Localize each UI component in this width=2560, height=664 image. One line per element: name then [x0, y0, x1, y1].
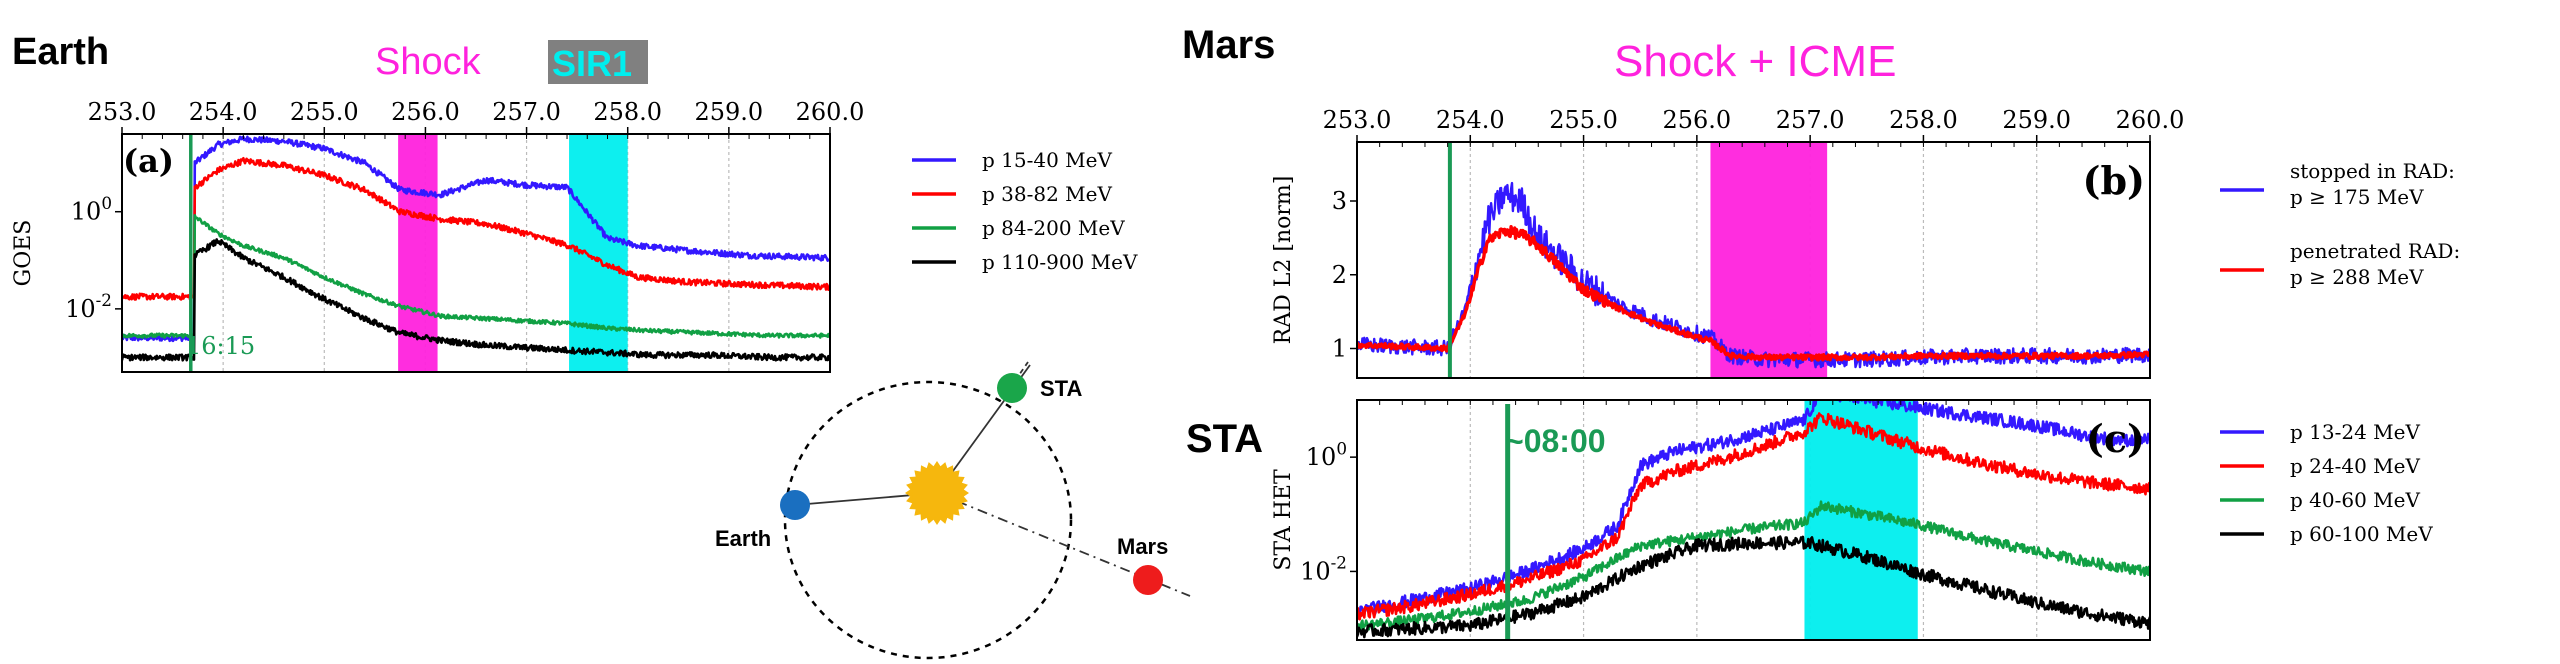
earth-title: Earth: [12, 31, 109, 73]
xtick-label-b-4: 257.0: [1776, 106, 1845, 134]
orbit-earth-label: Earth: [715, 526, 771, 551]
panel-label-b: (b): [2082, 158, 2145, 203]
annotation-c: ~08:00: [1505, 423, 1606, 459]
mars-title: Mars: [1182, 23, 1275, 67]
legend-label-b-1: penetrated RAD:: [2290, 239, 2460, 263]
xtick-label-b-6: 259.0: [2002, 106, 2071, 134]
orbit-ellipse: [783, 380, 1073, 660]
series-a-1: [122, 157, 830, 301]
sun-icon: [905, 461, 969, 525]
xtick-label-a-0: 253.0: [88, 98, 157, 126]
legend-c: p 13-24 MeV p 24-40 MeV p 40-60 MeV p 60-10…: [2220, 420, 2433, 546]
series-a-3: [122, 238, 830, 362]
frame-b: [1356, 141, 2151, 379]
series-a-2: [122, 214, 830, 339]
series-c-0: [1357, 400, 2150, 617]
xtick-label-b-7: 260.0: [2116, 106, 2185, 134]
legend-label-c-2: p 40-60 MeV: [2290, 488, 2420, 512]
xtick-label-a-7: 260.0: [796, 98, 865, 126]
orbit-sta-label: STA: [1040, 376, 1082, 401]
series-a-0: [122, 135, 830, 343]
series-group-b: [1357, 181, 2150, 369]
ylabel-a: GOES: [11, 220, 36, 287]
sun-core: [912, 468, 962, 518]
legend-label-c-1: p 24-40 MeV: [2290, 454, 2420, 478]
xtick-label-b-0: 253.0: [1323, 106, 1392, 134]
legend-label-b-0: stopped in RAD:: [2290, 159, 2455, 183]
series-c-2: [1357, 500, 2150, 632]
panel-label-c: (c): [2086, 416, 2145, 461]
mars-dot: [1133, 565, 1163, 595]
ylabel-c: STA HET: [1271, 469, 1296, 571]
ytick-label-a-1: 10-2: [65, 290, 112, 323]
panel-label-a: (a): [123, 142, 174, 180]
frame-c: [1356, 399, 2151, 641]
xtick-label-a-3: 256.0: [391, 98, 460, 126]
series-group-c: [1357, 400, 2150, 639]
legend-label2-b-1: p ≥ 288 MeV: [2290, 265, 2424, 289]
shock-label: Shock: [375, 41, 482, 83]
series-c-1: [1357, 412, 2150, 621]
legend-label-a-2: p 84-200 MeV: [982, 216, 1125, 240]
xtick-label-a-4: 257.0: [492, 98, 561, 126]
xtick-label-a-5: 258.0: [593, 98, 662, 126]
xtick-label-a-6: 259.0: [694, 98, 763, 126]
xtick-label-b-3: 256.0: [1662, 106, 1731, 134]
legend-label-a-0: p 15-40 MeV: [982, 148, 1112, 172]
legend-b: stopped in RAD:p ≥ 175 MeV penetrated RAD…: [2220, 159, 2460, 289]
ytick-label-b-0: 1: [1332, 335, 1347, 363]
band-b-0: [1710, 142, 1828, 378]
legend-a: p 15-40 MeV p 38-82 MeV p 84-200 MeV p 110-…: [912, 148, 1138, 274]
legend-label2-b-0: p ≥ 175 MeV: [2290, 185, 2424, 209]
ylabel-b: RAD L2 [norm]: [1271, 176, 1296, 345]
sta-dot: [997, 373, 1027, 403]
legend-label-a-1: p 38-82 MeV: [982, 182, 1112, 206]
ytick-label-b-1: 2: [1332, 261, 1347, 289]
series-c-3: [1357, 535, 2150, 639]
orbit-mars-label: Mars: [1117, 534, 1168, 559]
orbit-diagram: Earth STA Mars: [715, 361, 1191, 660]
earth-dot: [780, 490, 810, 520]
shock-icme-label: Shock + ICME: [1614, 37, 1896, 86]
ytick-label-b-2: 3: [1332, 187, 1347, 215]
panel-b: 253.0 254.0 255.0 256.0 257.0 258.0 259.0 260.0…: [1271, 106, 2460, 379]
ytick-label-c-1: 10-2: [1300, 553, 1347, 586]
legend-label-a-3: p 110-900 MeV: [982, 250, 1138, 274]
ytick-label-a-0: 100: [71, 193, 112, 226]
xtick-label-b-5: 258.0: [1889, 106, 1958, 134]
xtick-label-a-2: 255.0: [290, 98, 359, 126]
sir1-label: SIR1: [552, 43, 632, 84]
sta-title: STA: [1186, 417, 1263, 461]
xtick-label-a-1: 254.0: [189, 98, 258, 126]
xtick-label-b-1: 254.0: [1436, 106, 1505, 134]
sir1-label-bg: [548, 40, 648, 84]
xtick-label-b-2: 255.0: [1549, 106, 1618, 134]
panel-a: 253.0 254.0 255.0 256.0 257.0 258.0 259.0 260.0…: [11, 98, 1138, 373]
legend-label-c-3: p 60-100 MeV: [2290, 522, 2433, 546]
series-b-1: [1357, 225, 2150, 362]
ytick-label-c-0: 100: [1306, 438, 1347, 471]
annotation-a: 16:15: [186, 332, 255, 360]
frame-a: [121, 133, 831, 373]
series-group-a: [122, 135, 830, 362]
legend-label-c-0: p 13-24 MeV: [2290, 420, 2420, 444]
